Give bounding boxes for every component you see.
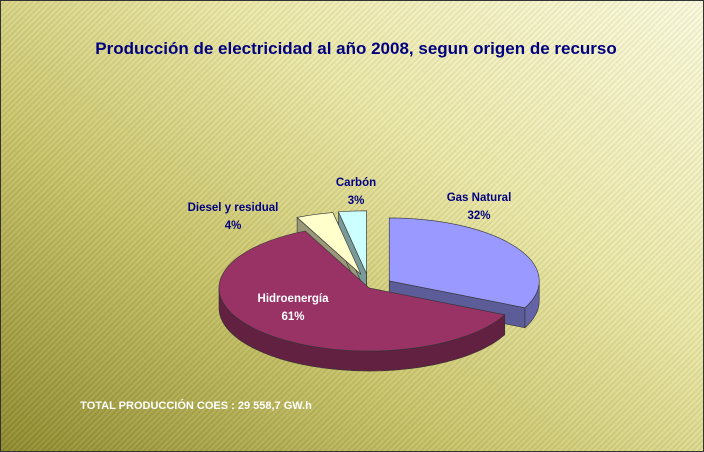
slice-label: Carbón — [336, 177, 376, 189]
slice-value-label: 4% — [225, 220, 242, 232]
slice — [218, 230, 506, 352]
slice-label: Hidroenergía — [258, 293, 330, 305]
slice-value-label: 32% — [467, 210, 490, 222]
slice-tops — [218, 210, 540, 352]
slice-value-label: 3% — [348, 195, 365, 207]
slice-label: Diesel y residual — [188, 202, 279, 214]
slice — [337, 210, 367, 274]
slice-label: Gas Natural — [447, 192, 512, 204]
slice — [388, 217, 540, 309]
annotation: TOTAL PRODUCCIÓN COES : 29 558,7 GW.h — [80, 399, 312, 412]
slice-value-label: 61% — [281, 311, 304, 323]
chart-title: Producción de electricidad al año 2008, … — [95, 39, 617, 58]
slice — [296, 212, 362, 275]
